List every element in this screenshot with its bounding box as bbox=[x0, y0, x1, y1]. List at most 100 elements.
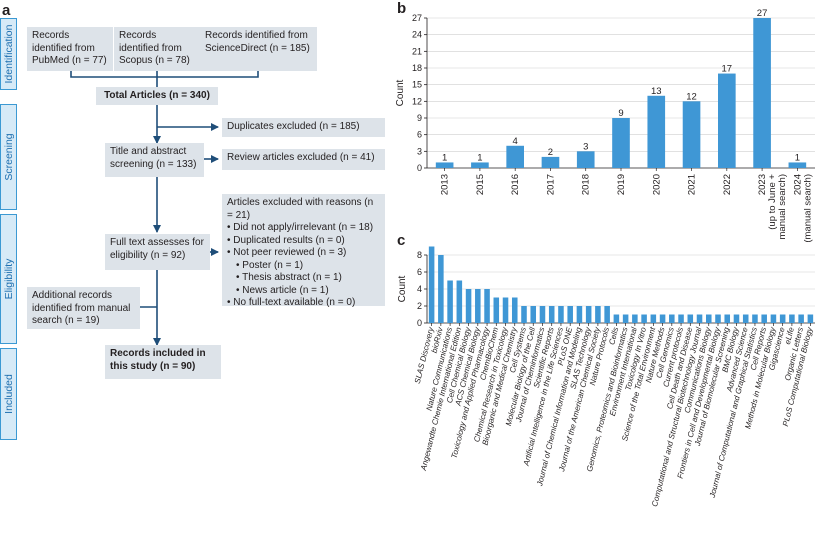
bar bbox=[521, 306, 527, 323]
included-records-box: Records included in this study (n = 90) bbox=[105, 345, 221, 379]
y-tick-label: 12 bbox=[412, 96, 422, 106]
bar bbox=[493, 297, 500, 323]
bar bbox=[530, 306, 537, 323]
source-scopus-box: Records identified from Scopus (n = 78) bbox=[114, 27, 200, 71]
bar-data-label: 3 bbox=[583, 141, 588, 152]
excluded-reasons-box: Articles excluded with reasons (n = 21) … bbox=[222, 194, 385, 308]
y-tick-label: 6 bbox=[417, 267, 422, 277]
bar bbox=[678, 314, 684, 323]
bar bbox=[761, 314, 767, 323]
excluded-reason: • Poster (n = 1) bbox=[236, 259, 304, 271]
bar bbox=[502, 297, 509, 323]
flow-connectors bbox=[70, 71, 259, 346]
excluded-reason: • Duplicated results (n = 0) bbox=[227, 234, 345, 246]
bar bbox=[465, 289, 472, 323]
stage-identification: Identification bbox=[0, 18, 17, 90]
duplicates-box: Duplicates excluded (n = 185) bbox=[222, 118, 385, 137]
bar bbox=[558, 306, 564, 323]
bar bbox=[435, 162, 454, 168]
panel-label-c: c bbox=[397, 232, 406, 249]
bar bbox=[807, 314, 814, 323]
bar bbox=[687, 314, 694, 323]
y-tick-label: 6 bbox=[417, 130, 422, 140]
bar bbox=[548, 306, 555, 323]
panel-label-b: b bbox=[397, 0, 407, 17]
x-tick-label: 2017 bbox=[545, 174, 556, 195]
x-tick-label: 2024 bbox=[792, 174, 803, 195]
bar bbox=[471, 162, 489, 168]
bar bbox=[541, 156, 560, 168]
excluded-reason: • Thesis abstract (n = 1) bbox=[236, 272, 342, 283]
bar bbox=[770, 314, 777, 323]
source-pubmed-box: Records identified from PubMed (n = 77) bbox=[27, 27, 113, 71]
y-tick-label: 27 bbox=[412, 13, 422, 23]
excluded-reason: • No full-text available (n = 0) bbox=[227, 297, 356, 308]
bar bbox=[798, 314, 804, 323]
x-tick-label: Cells bbox=[607, 326, 620, 345]
bar bbox=[788, 162, 807, 168]
stage-screening: Screening bbox=[0, 104, 17, 210]
y-tick-label: 21 bbox=[412, 46, 422, 56]
bar bbox=[613, 314, 620, 323]
bar bbox=[641, 314, 647, 323]
bar bbox=[428, 246, 435, 323]
bar bbox=[475, 289, 481, 323]
y-tick-label: 2 bbox=[417, 301, 422, 311]
excluded-reasons-list: • Did not apply/irrelevant (n = 18) • Du… bbox=[227, 222, 380, 310]
bar bbox=[724, 314, 731, 323]
bar bbox=[650, 314, 657, 323]
x-tick-label: 2022 bbox=[722, 174, 733, 195]
connector-sciencedirect bbox=[157, 71, 259, 78]
y-tick-label: 3 bbox=[417, 146, 422, 156]
x-tick-label: 2023 bbox=[757, 174, 768, 195]
bar bbox=[511, 297, 518, 323]
stage-included: Included bbox=[0, 348, 17, 440]
y-axis-label: Count bbox=[397, 275, 408, 302]
bar bbox=[742, 314, 749, 323]
bar bbox=[752, 314, 758, 323]
bar bbox=[682, 101, 701, 168]
bar bbox=[576, 306, 583, 323]
bar-data-label: 27 bbox=[757, 8, 768, 19]
bar-data-label: 17 bbox=[722, 64, 733, 75]
y-tick-label: 15 bbox=[412, 80, 422, 90]
x-tick-label: (manual search) bbox=[802, 174, 813, 243]
stage-eligibility: Eligibility bbox=[0, 214, 17, 344]
x-tick-label: (up to June + bbox=[767, 174, 778, 230]
x-tick-label: 2020 bbox=[651, 174, 662, 195]
bar bbox=[632, 314, 638, 323]
bar bbox=[539, 306, 546, 323]
bar bbox=[576, 151, 595, 168]
fulltext-box: Full text assesses for eligibility (n = … bbox=[105, 234, 210, 270]
panel-label-a: a bbox=[2, 2, 11, 19]
bar-data-label: 1 bbox=[477, 152, 482, 163]
y-tick-label: 4 bbox=[417, 284, 422, 294]
bar-data-label: 13 bbox=[651, 86, 662, 97]
bar bbox=[567, 306, 573, 323]
bar bbox=[705, 314, 712, 323]
y-axis-label: Count bbox=[395, 79, 406, 106]
excluded-reason: • Did not apply/irrelevant (n = 18) bbox=[227, 222, 374, 233]
excluded-reason: • Not peer reviewed (n = 3) bbox=[227, 247, 347, 258]
bar bbox=[438, 255, 444, 323]
x-tick-label: eLife bbox=[783, 326, 796, 346]
bar bbox=[484, 289, 490, 323]
bar-data-label: 12 bbox=[686, 91, 697, 102]
bar bbox=[733, 314, 740, 323]
additional-records-box: Additional records identified from manua… bbox=[27, 287, 140, 329]
bar bbox=[715, 314, 721, 323]
x-tick-label: 2021 bbox=[687, 174, 698, 195]
bar-data-label: 9 bbox=[618, 108, 623, 119]
reviews-excluded-box: Review articles excluded (n = 41) bbox=[222, 149, 385, 170]
excluded-reasons-title: Articles excluded with reasons (n = 21) bbox=[227, 197, 374, 221]
y-tick-label: 18 bbox=[412, 63, 422, 73]
connector-pubmed bbox=[70, 71, 158, 87]
x-tick-label: 2015 bbox=[475, 174, 486, 195]
bar bbox=[612, 118, 630, 168]
bar bbox=[585, 306, 592, 323]
y-tick-label: 0 bbox=[417, 318, 422, 328]
bar-data-label: 2 bbox=[548, 147, 553, 158]
bar bbox=[669, 314, 675, 323]
bar bbox=[456, 280, 463, 323]
